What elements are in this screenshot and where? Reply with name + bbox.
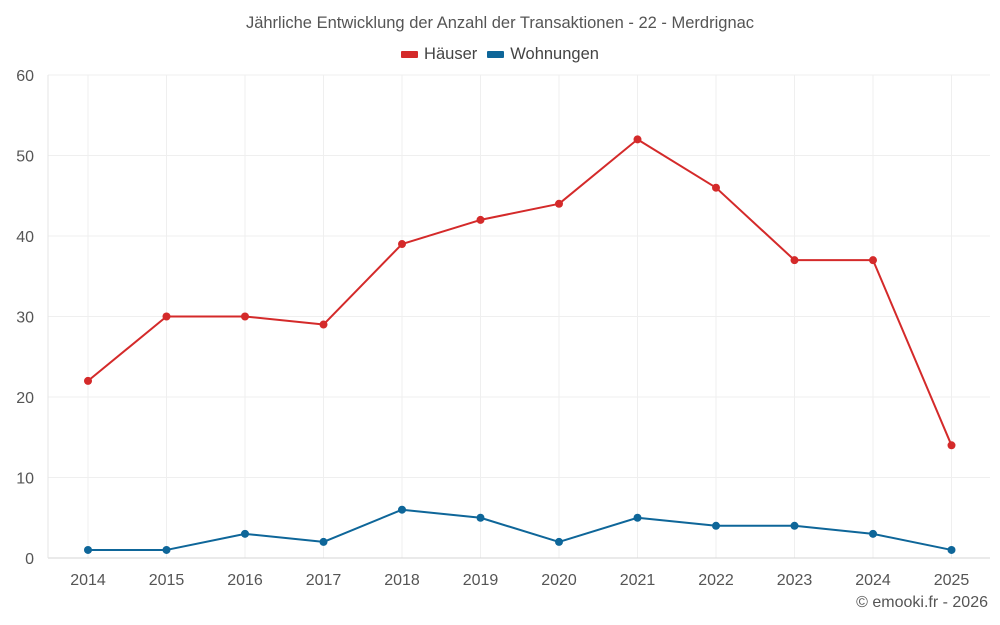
x-tick-label-2020: 2020 [541, 572, 577, 589]
data-point-haeuser-2015 [162, 312, 171, 321]
data-point-wohnungen-2020 [555, 537, 563, 546]
legend-item-haeuser[interactable]: Häuser [401, 45, 477, 64]
y-tick-label-20: 20 [16, 390, 34, 407]
series-line-wohnungen [88, 508, 952, 551]
y-tick-label-10: 10 [16, 471, 34, 488]
legend-label-haeuser: Häuser [424, 45, 478, 63]
x-tick-label-2014: 2014 [70, 572, 106, 589]
chart-legend: Häuser Wohnungen [0, 45, 1000, 64]
data-point-haeuser-2014 [84, 376, 92, 385]
legend-swatch-wohnungen [487, 51, 505, 58]
x-tick-label-2022: 2022 [698, 572, 734, 589]
data-point-wohnungen-2014 [84, 545, 92, 554]
y-tick-label-40: 40 [16, 229, 34, 246]
x-tick-label-2019: 2019 [463, 572, 499, 589]
data-point-haeuser-2020 [555, 199, 563, 208]
series-line-haeuser [87, 138, 953, 446]
y-tick-label-50: 50 [16, 149, 34, 166]
data-point-wohnungen-2022 [712, 521, 720, 530]
y-tick-label-60: 60 [16, 68, 34, 85]
legend-item-wohnungen[interactable]: Wohnungen [487, 45, 599, 64]
data-point-wohnungen-2021 [633, 513, 642, 522]
data-point-haeuser-2022 [712, 183, 720, 192]
data-point-wohnungen-2025 [947, 545, 956, 554]
data-point-haeuser-2021 [633, 135, 642, 144]
y-tick-label-0: 0 [25, 551, 34, 568]
data-point-haeuser-2017 [319, 320, 328, 329]
x-tick-label-2021: 2021 [620, 572, 656, 589]
x-tick-label-2018: 2018 [384, 572, 420, 589]
data-point-haeuser-2025 [947, 441, 956, 450]
data-point-wohnungen-2017 [319, 537, 328, 546]
data-point-haeuser-2023 [790, 256, 799, 265]
y-tick-label-30: 30 [16, 310, 34, 327]
data-point-wohnungen-2016 [241, 529, 249, 538]
legend-swatch-haeuser [401, 51, 419, 58]
data-point-wohnungen-2023 [790, 521, 799, 530]
data-point-haeuser-2024 [869, 256, 877, 265]
data-point-wohnungen-2024 [869, 529, 877, 538]
data-point-wohnungen-2019 [476, 513, 485, 522]
copyright-credit: © emooki.fr - 2026 [856, 594, 988, 611]
legend-label-wohnungen: Wohnungen [510, 45, 599, 63]
chart-title: Jährliche Entwicklung der Anzahl der Tra… [245, 14, 755, 32]
data-point-wohnungen-2015 [162, 545, 171, 554]
x-tick-label-2023: 2023 [777, 572, 813, 589]
data-point-haeuser-2019 [476, 215, 485, 224]
x-tick-label-2025: 2025 [934, 572, 970, 589]
x-tick-label-2024: 2024 [855, 572, 891, 589]
data-point-haeuser-2018 [398, 240, 406, 249]
data-point-haeuser-2016 [241, 312, 249, 321]
x-tick-label-2015: 2015 [149, 572, 185, 589]
x-tick-label-2017: 2017 [306, 572, 342, 589]
x-tick-label-2016: 2016 [227, 572, 263, 589]
data-point-wohnungen-2018 [398, 505, 406, 514]
